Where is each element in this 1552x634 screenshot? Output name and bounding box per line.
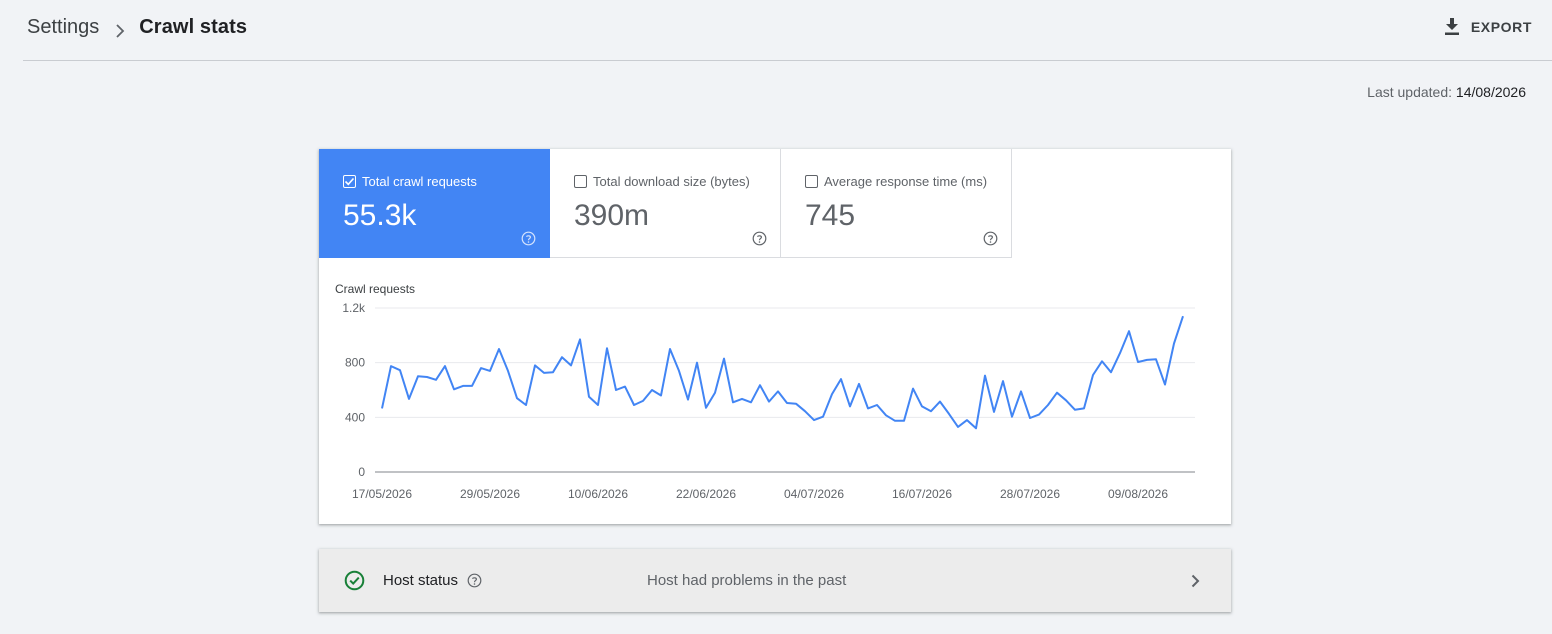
export-label: EXPORT xyxy=(1470,18,1532,35)
x-tick-label: 29/05/2026 xyxy=(460,487,520,501)
download-icon xyxy=(1444,18,1459,35)
crawl-requests-card: Total crawl requests 55.3k Total downloa… xyxy=(319,149,1231,524)
host-status-row[interactable]: Host status Host had problems in the pas… xyxy=(319,549,1231,612)
metric-label: Total crawl requests xyxy=(362,174,477,189)
y-tick-label: 0 xyxy=(358,465,365,479)
metric-value: 390m xyxy=(574,199,650,232)
series-line xyxy=(381,315,1184,430)
crawl-requests-chart: Crawl requests 0 400 800 1.2k 17/05/2026 29/0… xyxy=(319,258,1231,524)
y-tick-label: 400 xyxy=(345,410,365,424)
metric-label: Average response time (ms) xyxy=(824,174,988,189)
x-tick-label: 16/07/2026 xyxy=(892,487,952,501)
x-tick-label: 28/07/2026 xyxy=(1000,487,1060,501)
checkbox-unchecked[interactable] xyxy=(574,175,587,188)
checkbox-unchecked[interactable] xyxy=(805,175,818,188)
x-tick-label: 10/06/2026 xyxy=(568,487,628,501)
metric-label: Total download size (bytes) xyxy=(593,174,750,189)
y-tick-label: 800 xyxy=(345,356,365,370)
export-button[interactable]: EXPORT xyxy=(1444,18,1532,35)
host-status-title: Host status xyxy=(383,572,459,589)
metric-average-response-time[interactable]: Average response time (ms) 745 xyxy=(781,149,1012,258)
y-tick-label: 1.2k xyxy=(342,301,366,315)
x-tick-label: 04/07/2026 xyxy=(784,487,844,501)
help-icon[interactable] xyxy=(983,231,998,251)
metric-total-download-size[interactable]: Total download size (bytes) 390m xyxy=(550,149,781,258)
check-circle-icon xyxy=(344,570,365,596)
page-title: Crawl stats xyxy=(139,16,248,38)
metric-total-crawl-requests[interactable]: Total crawl requests 55.3k xyxy=(319,149,550,258)
chart-svg: Crawl requests 0 400 800 1.2k 17/05/2026 29/0… xyxy=(335,282,1195,501)
x-tick-label: 22/06/2026 xyxy=(676,487,736,501)
metric-tabs: Total crawl requests 55.3k Total downloa… xyxy=(319,149,1012,258)
checkbox-checked[interactable] xyxy=(343,175,356,188)
page-header: Settings Crawl stats EXPORT xyxy=(23,0,1552,61)
metric-value: 745 xyxy=(805,199,856,232)
last-updated: Last updated: 14/08/2026 xyxy=(1367,84,1526,100)
chart-y-title: Crawl requests xyxy=(335,282,415,296)
x-tick-label: 09/08/2026 xyxy=(1108,487,1168,501)
help-icon[interactable] xyxy=(752,231,767,251)
breadcrumb: Settings Crawl stats xyxy=(27,16,247,39)
help-icon[interactable] xyxy=(467,573,482,593)
breadcrumb-settings-link[interactable]: Settings xyxy=(27,16,100,38)
chevron-right-icon xyxy=(115,21,125,38)
help-icon[interactable] xyxy=(521,231,536,251)
chevron-right-icon xyxy=(1191,574,1200,593)
last-updated-label: Last updated: xyxy=(1367,84,1453,100)
metric-value: 55.3k xyxy=(343,199,417,232)
last-updated-date: 14/08/2026 xyxy=(1455,84,1526,100)
host-status-text: Host had problems in the past xyxy=(647,572,847,589)
x-tick-label: 17/05/2026 xyxy=(352,487,412,501)
